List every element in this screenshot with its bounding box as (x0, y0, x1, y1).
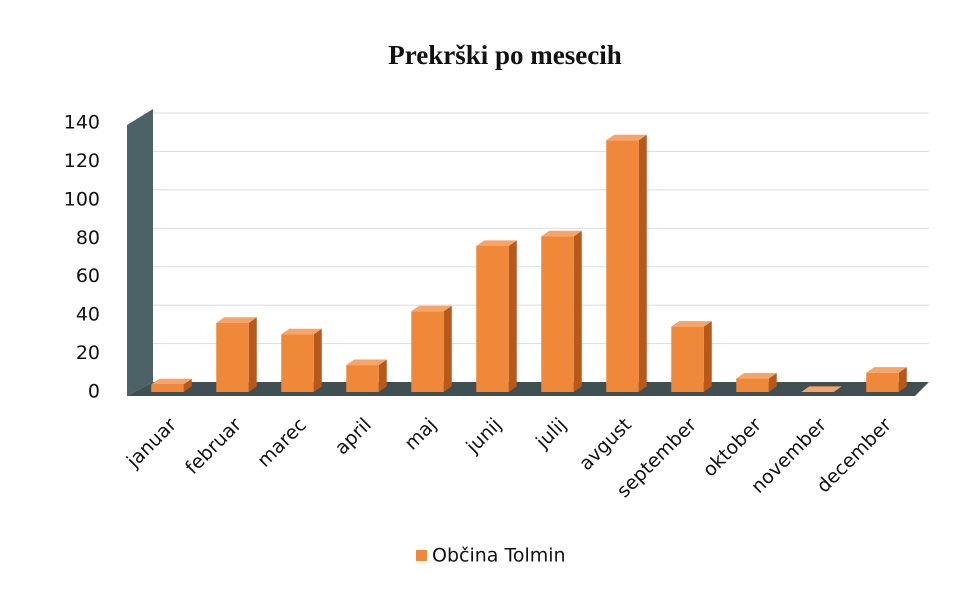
bar-top (411, 305, 452, 312)
legend-label: Občina Tolmin (432, 545, 566, 567)
bar (866, 372, 899, 392)
bar (281, 334, 314, 392)
y-tick-label: 80 (76, 227, 100, 249)
bar-top (281, 328, 322, 335)
bar (671, 326, 704, 392)
bar-side (573, 230, 582, 392)
bar-side (638, 134, 647, 392)
bar-top (541, 230, 582, 237)
bar (606, 140, 639, 392)
floor (127, 382, 929, 396)
chart-title: Prekrški po mesecih (388, 40, 621, 70)
bar-side (313, 328, 322, 392)
bar-top (151, 378, 192, 385)
bar-top (736, 372, 777, 379)
bar-top (866, 367, 907, 373)
bar (216, 322, 249, 392)
bar-side (248, 317, 257, 392)
bar (476, 245, 509, 392)
bar-side (443, 305, 452, 392)
bar-side (378, 359, 387, 392)
bar-top (216, 317, 257, 323)
bar-side (183, 378, 192, 392)
legend-swatch (416, 550, 427, 561)
side-wall (127, 109, 153, 396)
bar-top (801, 386, 842, 392)
bar (736, 378, 769, 392)
y-tick-label: 140 (64, 112, 100, 134)
bar-top (346, 359, 387, 366)
bar-side (703, 321, 712, 392)
bar (411, 311, 444, 392)
y-tick-label: 120 (64, 150, 100, 172)
bar-side (508, 240, 517, 392)
y-tick-label: 60 (76, 265, 100, 287)
bar (346, 365, 379, 392)
bar-side (898, 367, 907, 392)
bar-top (671, 321, 712, 327)
bar-top (476, 240, 517, 246)
y-tick-label: 40 (76, 304, 100, 326)
y-tick-label: 0 (88, 381, 100, 403)
bar (541, 236, 574, 392)
bar (151, 384, 184, 392)
bar-side (768, 372, 777, 392)
bar-top (606, 134, 647, 141)
y-tick-label: 20 (76, 342, 100, 364)
y-tick-label: 100 (64, 188, 100, 210)
